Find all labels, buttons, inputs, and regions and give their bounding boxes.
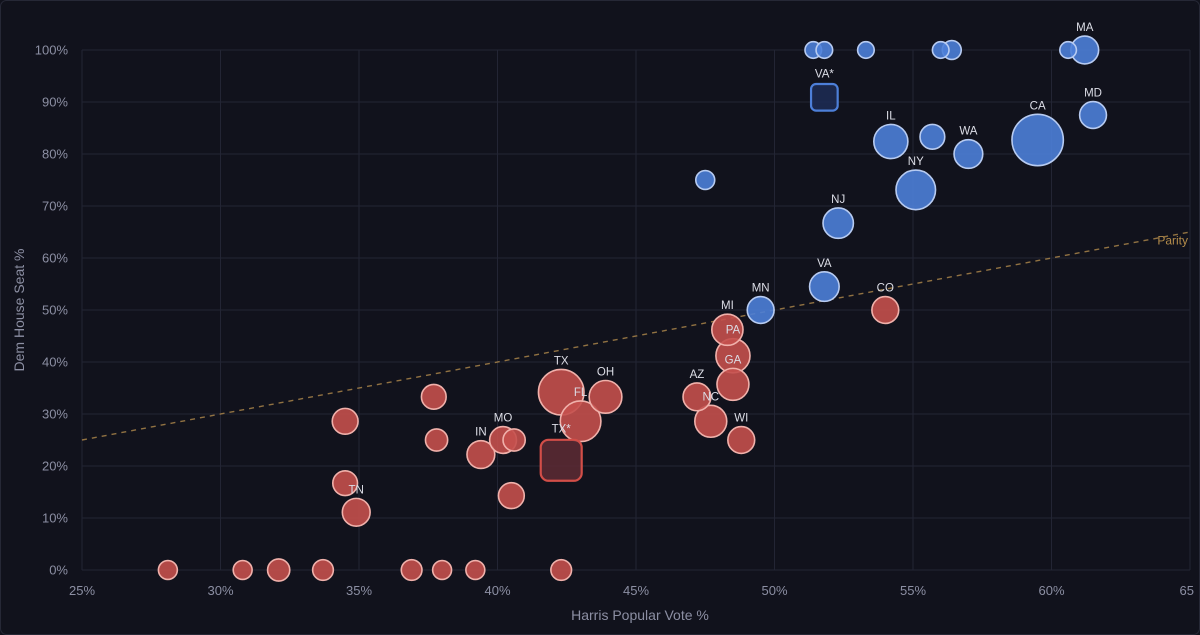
data-point [871,295,900,325]
y-tick-label: 30% [42,407,68,422]
x-tick-label: 55% [900,583,926,598]
data-point [822,207,855,240]
data-point [815,40,834,60]
point-label: WA [959,126,977,138]
data-point [420,383,447,410]
x-tick-label: 50% [761,583,787,598]
x-tick-label: 60% [1038,583,1064,598]
data-point [431,559,453,581]
y-tick-label: 40% [42,355,68,370]
data-point [746,295,775,325]
point-label: TX* [552,424,572,436]
data-point [1078,100,1108,130]
point-label: OH [597,366,614,378]
data-point [331,407,359,435]
point-label: CO [877,283,894,295]
data-point [341,497,371,527]
point-label: MO [494,413,513,425]
grid [81,49,1191,571]
point-label: WI [734,413,748,425]
data-point [682,382,712,412]
point-label: MD [1084,88,1102,100]
y-tick-label: 100% [35,43,69,58]
point-label: CA [1030,100,1046,112]
point-label: MN [752,283,770,295]
x-tick-label: 25% [69,583,95,598]
y-tick-label: 90% [42,95,68,110]
data-points [157,35,1108,582]
data-point [872,123,909,160]
data-point [559,400,602,443]
data-point-square [809,82,839,112]
point-label: IL [886,110,896,122]
data-point [550,558,573,582]
data-point [232,559,253,581]
data-point [1059,40,1078,60]
x-axis-title: Harris Popular Vote % [571,607,709,623]
data-point [157,559,179,581]
point-label: TX [554,355,569,367]
point-label: AZ [690,369,705,381]
point-labels: CA NY IL NJ VA WA MA MD MN TX FL PA OH GA NC MI AZ IN TN CO… [349,22,1102,496]
point-label: MI [721,300,734,312]
parity-label: Parity [1157,233,1188,247]
data-point [497,481,526,510]
parity-line [81,231,1191,441]
data-point [588,379,623,414]
data-point [694,169,716,191]
point-label: VA* [815,69,834,81]
y-tick-label: 70% [42,199,68,214]
data-point [266,558,291,582]
data-point [919,123,946,150]
data-point [465,559,486,581]
y-tick-label: 80% [42,147,68,162]
tick-labels: 0% 10% 20% 30% 40% 50% 60% 70% 80% 90% 100% 25% 30% 3… [35,43,1194,599]
point-label: NY [908,156,924,168]
data-point [895,169,937,211]
y-tick-label: 50% [42,303,68,318]
y-axis-title: Dem House Seat % [11,249,27,372]
data-point [711,313,744,347]
x-tick-label: 65 [1180,583,1194,598]
data-point [716,367,750,402]
y-tick-label: 0% [49,563,68,578]
data-point [331,470,359,497]
point-label: NJ [831,194,845,206]
parity-reference: Parity [81,231,1191,441]
point-label: NC [702,391,719,403]
data-point [466,439,496,470]
data-point [727,425,756,455]
data-point [1011,113,1065,167]
x-tick-label: 30% [207,583,233,598]
y-tick-label: 20% [42,459,68,474]
data-point-square [539,438,583,482]
point-label: PA [726,325,741,337]
point-label: MA [1076,22,1094,34]
data-point [424,428,449,452]
data-point [400,558,423,582]
y-tick-label: 60% [42,251,68,266]
data-point [311,558,335,582]
point-label: GA [725,354,742,366]
data-point [694,404,728,439]
point-label: IN [475,427,487,439]
data-point [808,271,840,303]
y-tick-label: 10% [42,511,68,526]
x-tick-label: 45% [623,583,649,598]
point-label: FL [574,387,588,399]
data-point [502,428,527,452]
data-point [931,40,950,60]
data-point [953,138,984,170]
point-label: VA [817,258,832,270]
x-tick-label: 35% [346,583,372,598]
data-point [856,40,876,60]
point-label: TN [349,484,364,496]
x-tick-label: 40% [484,583,510,598]
